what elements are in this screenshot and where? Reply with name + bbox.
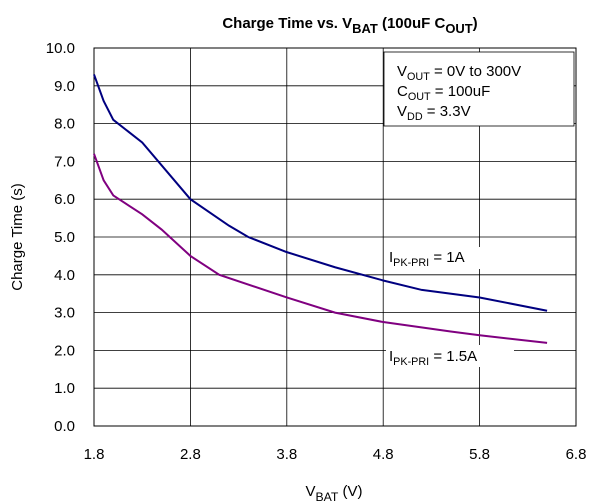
series-line: [93, 74, 548, 312]
annotation-box: [383, 51, 575, 127]
y-tick-label: 7.0: [54, 153, 75, 170]
y-tick-label: 9.0: [54, 78, 75, 95]
x-tick-label: 4.8: [373, 446, 394, 463]
annotation-part: DD: [407, 111, 423, 123]
annotation-part: = 0V to 300V: [430, 63, 521, 80]
y-tick-label: 5.0: [54, 229, 75, 246]
plot-frame: [93, 47, 577, 427]
series-label-part: = 1.5A: [429, 348, 477, 365]
series-label: IPK-PRI = 1.5A: [389, 348, 477, 368]
series-label-part: PK-PRI: [393, 356, 429, 368]
series-label-part: = 1A: [429, 249, 464, 266]
series-label-part: I: [389, 348, 393, 365]
x-axis-label: VBAT (V): [305, 483, 362, 504]
annotation: VDD = 3.3V: [397, 103, 471, 123]
y-axis-label: Charge Time (s): [9, 183, 26, 291]
y-tick-label: 0.0: [54, 418, 75, 435]
annotation-part: V: [397, 63, 407, 80]
series-label-bg: [386, 247, 500, 269]
y-tick-label: 2.0: [54, 342, 75, 359]
y-tick-label: 10.0: [46, 40, 75, 57]
annotation: COUT = 100uF: [397, 83, 490, 103]
x-axis-label-part: V: [305, 483, 315, 500]
y-tick-label: 4.0: [54, 267, 75, 284]
series-label-bg: [386, 345, 514, 367]
series-label-part: PK-PRI: [393, 257, 429, 269]
chart-title-part: ): [473, 15, 478, 32]
annotation-part: C: [397, 83, 408, 100]
x-tick-label: 5.8: [469, 446, 490, 463]
chart-title: Charge Time vs. VBAT (100uF COUT): [222, 15, 477, 36]
y-tick-label: 6.0: [54, 191, 75, 208]
x-tick-label: 1.8: [84, 446, 105, 463]
annotation-part: OUT: [407, 71, 430, 83]
x-tick-label: 3.8: [276, 446, 297, 463]
x-axis-label-part: BAT: [315, 490, 338, 504]
chart-title-part: (100uF C: [378, 15, 446, 32]
annotation: VOUT = 0V to 300V: [397, 63, 521, 83]
series-label: IPK-PRI = 1A: [389, 249, 465, 269]
y-tick-label: 8.0: [54, 116, 75, 133]
chart-title-part: OUT: [445, 21, 472, 36]
y-tick-label: 1.0: [54, 380, 75, 397]
series-line: [93, 153, 548, 344]
x-tick-label: 2.8: [180, 446, 201, 463]
chart-title-part: BAT: [352, 21, 378, 36]
y-tick-label: 3.0: [54, 305, 75, 322]
annotation-part: = 100uF: [431, 83, 491, 100]
annotation-part: OUT: [408, 91, 431, 103]
chart-title-part: Charge Time vs. V: [222, 15, 352, 32]
series-label-part: I: [389, 249, 393, 266]
x-axis-label-part: (V): [338, 483, 362, 500]
x-tick-label: 6.8: [566, 446, 587, 463]
annotation-part: = 3.3V: [423, 103, 471, 120]
annotation-part: V: [397, 103, 407, 120]
